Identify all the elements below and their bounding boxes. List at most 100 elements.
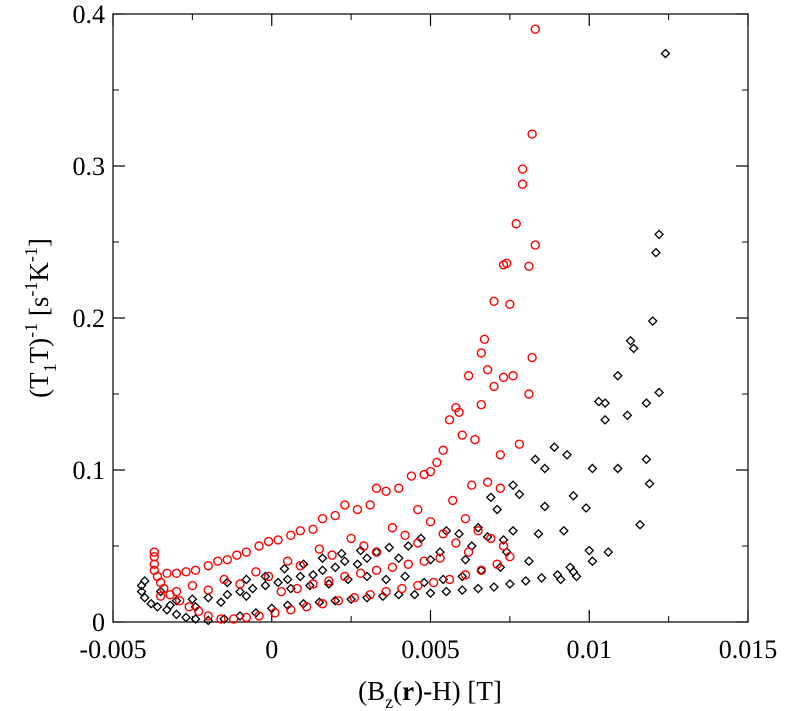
axis-ticks (112, 13, 749, 623)
black-diamond-point (539, 463, 550, 474)
red-circle-point (365, 589, 375, 600)
red-circle-point (149, 559, 159, 569)
red-circle-point (213, 556, 223, 566)
black-diamond-point (581, 503, 591, 513)
red-circle-point (254, 541, 264, 551)
red-circle-point (340, 500, 350, 510)
x-tick-label: 0.015 (719, 635, 778, 664)
red-circle-point (505, 551, 515, 562)
red-circle-point (184, 602, 194, 612)
red-circle-point (498, 372, 509, 382)
red-circle-point (524, 261, 534, 272)
red-circle-point (371, 565, 382, 576)
red-circle-point (460, 513, 471, 524)
plot-frame (112, 13, 749, 623)
red-circle-point (203, 585, 213, 595)
black-diamond-point (273, 577, 284, 588)
black-diamond-point (425, 588, 436, 599)
black-diamond-point (162, 604, 172, 615)
black-diamond-point (222, 589, 233, 600)
red-circle-point (203, 561, 213, 571)
red-circle-point (457, 430, 467, 440)
black-diamond-point (155, 586, 166, 597)
black-diamond-point (308, 569, 318, 580)
red-circle-point (317, 599, 328, 609)
red-circle-point (159, 583, 169, 594)
black-diamond-point (362, 592, 372, 603)
black-diamond-point (400, 571, 411, 582)
red-circle-point (495, 450, 506, 460)
red-circle-point (397, 583, 407, 594)
red-circle-point (216, 614, 226, 624)
red-circle-point (314, 544, 325, 554)
black-diamond-point (485, 492, 496, 503)
red-circle-point (489, 381, 499, 392)
black-diamond-point (644, 478, 655, 489)
black-diamond-point (549, 442, 560, 453)
black-diamond-point (501, 547, 512, 557)
x-tick-label: 0.01 (567, 635, 613, 664)
black-diamond-point (625, 335, 636, 346)
black-diamond-point (171, 609, 182, 620)
y-tick-label: 0.4 (73, 0, 106, 29)
red-circle-point (482, 477, 493, 487)
black-diamond-point (593, 396, 604, 407)
black-diamond-point (355, 545, 366, 556)
red-circle-point (232, 550, 242, 560)
black-diamond-point (524, 556, 534, 567)
black-diamond-point (533, 528, 544, 539)
red-circle-point (371, 547, 382, 557)
red-circle-point (190, 565, 201, 576)
black-diamond-point (279, 563, 290, 574)
black-diamond-point (266, 603, 277, 614)
red-circle-point (524, 389, 534, 399)
red-circle-point (171, 568, 182, 579)
black-diamond-point (282, 574, 293, 585)
red-circle-point (444, 574, 455, 585)
black-diamond-point (343, 574, 353, 585)
black-diamond-point (241, 574, 252, 585)
red-circle-point (149, 547, 159, 557)
red-circle-point (514, 439, 525, 449)
black-diamond-point (504, 579, 515, 589)
red-circle-point (502, 258, 512, 268)
red-circle-point (476, 565, 486, 576)
black-diamond-point (457, 585, 468, 595)
red-circle-point (413, 504, 423, 515)
red-circle-point (476, 399, 486, 410)
red-circle-point (324, 576, 334, 586)
red-circle-point (527, 352, 537, 363)
black-diamond-point (600, 414, 611, 425)
black-diamond-point (222, 577, 233, 588)
black-diamond-point (317, 553, 328, 564)
red-circle-point (340, 571, 350, 582)
red-circle-point (435, 553, 445, 563)
black-diamond-point (317, 565, 328, 576)
black-diamond-point (393, 553, 404, 564)
black-diamond-point (146, 598, 157, 609)
black-diamond-point (203, 592, 214, 603)
y-axis-title: (T1T)-1 [s-1K-1] (21, 238, 60, 398)
red-circle-point (394, 483, 404, 493)
red-circle-point (270, 608, 280, 618)
red-circle-point (171, 586, 182, 597)
red-circle-point (301, 602, 312, 612)
red-circle-point (155, 591, 166, 601)
red-circle-point (286, 605, 296, 615)
black-diamond-point (520, 576, 531, 586)
red-circle-point (444, 415, 455, 425)
black-diamond-point (336, 548, 347, 559)
black-diamond-point (460, 554, 471, 565)
black-diamond-point (435, 547, 445, 557)
red-circle-point (467, 480, 477, 490)
black-diamond-point (241, 591, 252, 602)
x-tick-label: 0 (265, 635, 278, 664)
y-tick-label: 0 (92, 608, 105, 637)
y-tick-label: 0.3 (73, 152, 106, 181)
red-circle-point (419, 469, 429, 480)
black-diamond-point (612, 463, 623, 474)
red-circle-point (355, 568, 366, 579)
red-circle-point (241, 612, 252, 623)
black-diamond-point (603, 547, 614, 557)
black-diamond-point (495, 562, 506, 573)
